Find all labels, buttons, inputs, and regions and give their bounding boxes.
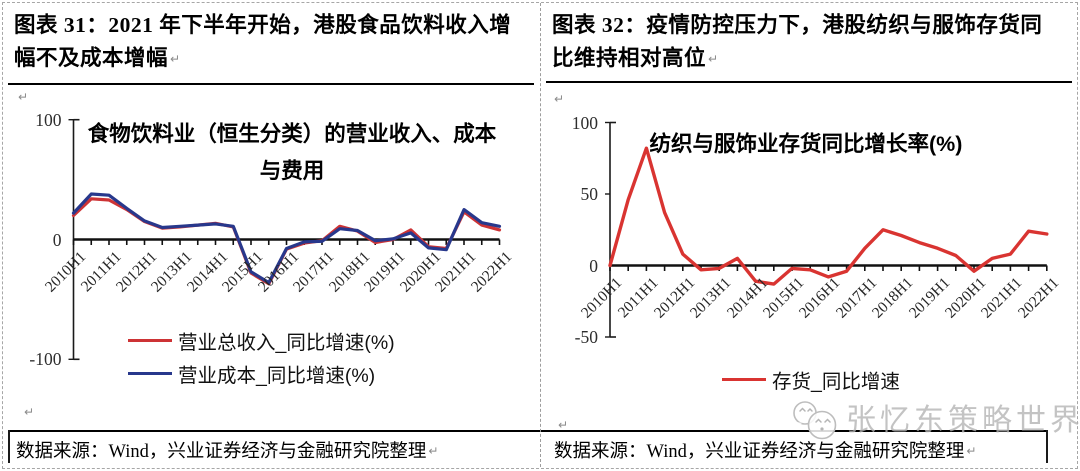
series-line <box>608 146 1049 286</box>
figure-32-title: 图表 32：疫情防控压力下，港股纺织与服饰存货同比维持相对高位 ↵ <box>552 9 1064 76</box>
chat-bubbles-icon <box>793 401 837 440</box>
y-tick-label: 100 <box>571 112 598 133</box>
paragraph-mark: ↵ <box>554 92 565 106</box>
legend-label-cost: 营业成本_同比增速(%) <box>178 365 376 387</box>
figure-31-title-text: 图表 31：2021 年下半年开始，港股食品饮料收入增幅不及成本增幅 <box>14 13 512 70</box>
right-source-rule <box>540 430 1048 432</box>
paragraph-mark: ↵ <box>708 52 719 66</box>
right-chart-title: 纺织与服饰业存货同比增长率(%) <box>649 132 963 156</box>
y-tick-label: 0 <box>52 229 62 250</box>
right-source-label: 数据来源：Wind，兴业证券经济与金融研究院整理 <box>554 442 965 462</box>
legend-label-revenue: 营业总收入_同比增速(%) <box>178 332 395 354</box>
legend-item-inventory: 存货_同比增速 <box>722 363 900 396</box>
paragraph-mark: ↵ <box>558 418 569 432</box>
revenue-line-swatch <box>128 338 172 343</box>
inventory-line-swatch <box>722 377 766 382</box>
left-source-text: 数据来源：Wind，兴业证券经济与金融研究院整理 ↵ <box>16 437 438 463</box>
left-chart-title: 食物饮料业（恒生分类）的营业收入、成本与费用 <box>87 122 497 183</box>
watermark-text: 张忆东策略世界 <box>846 404 1080 437</box>
legend-label-inventory: 存货_同比增速 <box>772 371 900 393</box>
paragraph-mark: ↵ <box>24 405 35 419</box>
left-source-label: 数据来源：Wind，兴业证券经济与金融研究院整理 <box>16 442 427 462</box>
right-table-border <box>1046 430 1048 463</box>
right-chart-legend: 存货_同比增速 <box>722 363 900 396</box>
right-source-text: 数据来源：Wind，兴业证券经济与金融研究院整理 ↵ <box>554 437 976 463</box>
left-table-border <box>8 430 10 463</box>
legend-item-cost: 营业成本_同比增速(%) <box>128 357 395 390</box>
cost-line-swatch <box>128 371 172 376</box>
figure-32-title-text: 图表 32：疫情防控压力下，港股纺织与服饰存货同比维持相对高位 <box>552 13 1043 70</box>
paragraph-mark: ↵ <box>428 444 439 458</box>
y-tick-label: 50 <box>580 184 599 204</box>
left-source-rule <box>8 430 540 432</box>
left-chart-legend: 营业总收入_同比增速(%) 营业成本_同比增速(%) <box>128 324 395 390</box>
figure-32-title-rule <box>546 81 1072 83</box>
figure-31-title: 图表 31：2021 年下半年开始，港股食品饮料收入增幅不及成本增幅 ↵ <box>14 9 522 76</box>
y-tick-label: 100 <box>35 109 62 130</box>
panel-divider <box>540 3 541 467</box>
y-tick-label: -100 <box>29 349 62 370</box>
series-line <box>71 192 502 285</box>
paragraph-mark: ↵ <box>18 90 29 104</box>
legend-item-revenue: 营业总收入_同比增速(%) <box>128 324 395 357</box>
y-tick-label: -50 <box>574 327 598 347</box>
y-tick-label: 0 <box>589 255 598 276</box>
figure-31-title-rule <box>8 83 534 85</box>
paragraph-mark: ↵ <box>170 52 181 66</box>
watermark: 张忆东策略世界 <box>784 398 1080 444</box>
paragraph-mark: ↵ <box>966 444 977 458</box>
